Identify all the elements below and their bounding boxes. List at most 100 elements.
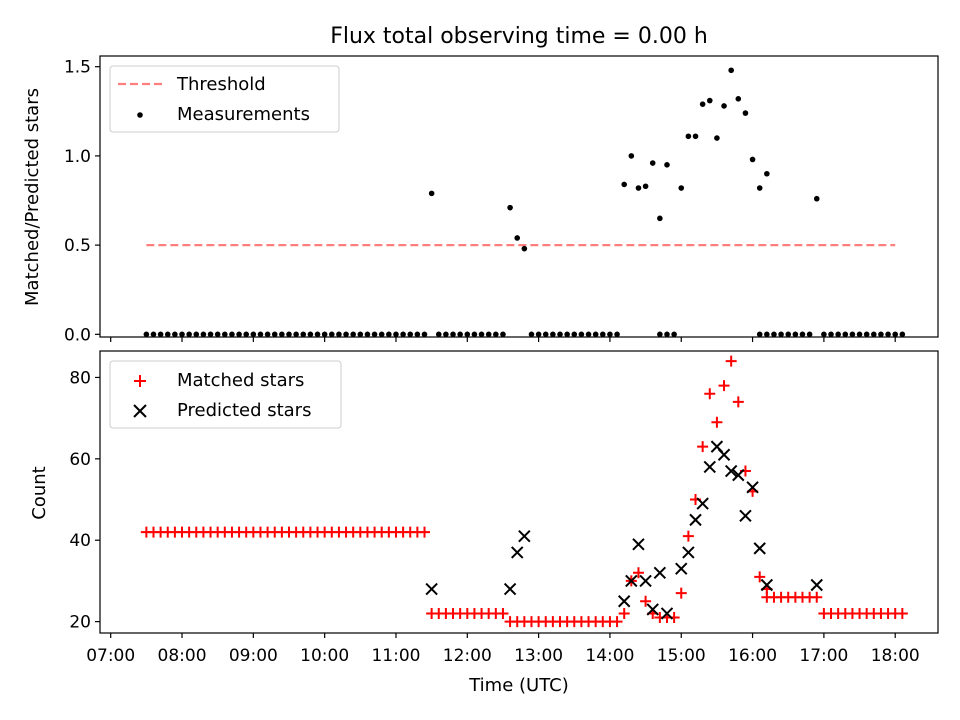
measurement-point	[571, 331, 578, 338]
matched-star-marker	[419, 526, 431, 538]
measurement-point	[229, 331, 235, 338]
matched-star-marker	[718, 380, 730, 392]
legend-predicted-label: Predicted stars	[177, 400, 311, 421]
predicted-star-marker	[632, 538, 645, 551]
measurement-point	[336, 331, 342, 338]
measurement-point	[607, 331, 613, 338]
measurement-point	[257, 331, 264, 338]
measurement-point	[557, 331, 563, 338]
measurement-point	[386, 331, 392, 338]
predicted-star-marker	[625, 574, 638, 588]
measurement-point	[849, 331, 856, 338]
matched-star-marker	[682, 530, 694, 542]
bottom-ytick-label: 20	[69, 613, 91, 633]
matched-star-marker	[675, 587, 687, 599]
measurement-point	[485, 331, 492, 338]
predicted-star-marker	[511, 546, 524, 559]
predicted-star-marker	[675, 562, 688, 575]
xtick-label: 12:00	[443, 646, 492, 666]
measurement-point	[892, 331, 899, 338]
measurement-point	[421, 331, 428, 338]
predicted-star-marker	[639, 574, 652, 588]
measurement-point	[357, 331, 364, 338]
measurement-point	[507, 204, 513, 211]
top-legend: Threshold Measurements	[109, 65, 340, 133]
measurement-point	[343, 331, 349, 338]
measurement-point	[250, 331, 257, 338]
measurement-point	[200, 331, 207, 338]
top-axes-frame	[99, 55, 939, 338]
measurement-point	[164, 331, 171, 338]
measurement-point	[678, 185, 685, 191]
measurement-point	[528, 331, 535, 338]
predicted-star-marker	[646, 603, 659, 616]
measurement-point	[457, 331, 463, 338]
measurement-point	[799, 331, 806, 338]
measurement-point	[592, 331, 599, 338]
measurement-point	[514, 235, 521, 241]
measurement-point	[657, 331, 663, 338]
xtick-label: 08:00	[158, 646, 207, 666]
measurement-point	[600, 331, 606, 338]
legend-matched-swatch	[134, 375, 146, 387]
measurement-point	[578, 331, 585, 338]
xtick-label: 18:00	[871, 646, 920, 666]
measurement-point	[714, 135, 720, 141]
matched-star-marker	[704, 388, 716, 400]
top-ytick-label: 1.5	[64, 58, 91, 78]
measurement-point	[378, 331, 385, 338]
measurement-point	[407, 331, 414, 338]
predicted-star-marker	[425, 582, 438, 596]
xtick-label: 16:00	[728, 646, 777, 666]
top-panel: 0.0 0.5 1.0 1.5 Matched/Predicted stars Thr…	[22, 55, 939, 345]
predicted-star-marker	[724, 464, 738, 478]
measurement-point	[450, 331, 456, 338]
predicted-star-marker	[696, 497, 709, 510]
measurement-point	[735, 96, 742, 102]
measurement-point	[500, 331, 506, 338]
measurement-point	[585, 331, 592, 338]
bottom-legend-box	[109, 360, 342, 429]
measurement-point	[350, 331, 356, 338]
measurement-point	[685, 133, 692, 140]
top-ytick-label: 1.0	[64, 147, 91, 167]
measurement-point	[699, 101, 706, 107]
measurement-point	[664, 331, 670, 338]
measurement-point	[756, 185, 763, 191]
measurement-point	[657, 215, 663, 222]
measurement-point	[721, 103, 727, 109]
measurement-point	[778, 331, 784, 338]
measurement-point	[792, 331, 799, 338]
measurement-point	[307, 331, 314, 338]
measurement-point	[243, 331, 250, 338]
measurement-point	[321, 331, 328, 338]
legend-measurements-swatch	[137, 112, 143, 118]
legend-measurements-label: Measurements	[177, 104, 310, 125]
predicted-star-marker	[810, 578, 823, 592]
measurement-point	[521, 245, 528, 252]
top-ytick-label: 0.0	[64, 325, 91, 345]
measurement-point	[186, 331, 192, 338]
measurement-point	[428, 190, 435, 197]
predicted-star-marker	[653, 566, 667, 579]
measurement-point	[649, 160, 656, 166]
predicted-star-marker	[760, 578, 774, 592]
xtick-label: 11:00	[371, 646, 420, 666]
xtick-label: 09:00	[229, 646, 278, 666]
measurement-point	[621, 181, 627, 188]
measurement-point	[271, 331, 278, 338]
matched-star-marker	[811, 591, 823, 603]
measurement-point	[785, 331, 792, 338]
measurement-point	[478, 331, 485, 338]
legend-predicted-swatch	[133, 404, 147, 418]
bottom-axes-frame	[99, 350, 939, 634]
xtick-label: 13:00	[514, 646, 563, 666]
measurement-point	[756, 331, 763, 338]
measurement-point	[642, 183, 649, 190]
measurement-point	[150, 331, 157, 338]
top-yticks: 0.0 0.5 1.0 1.5	[64, 58, 100, 345]
predicted-star-marker	[689, 513, 702, 527]
predicted-star-marker	[617, 595, 631, 608]
measurement-point	[878, 331, 884, 338]
measurement-point	[371, 331, 378, 338]
